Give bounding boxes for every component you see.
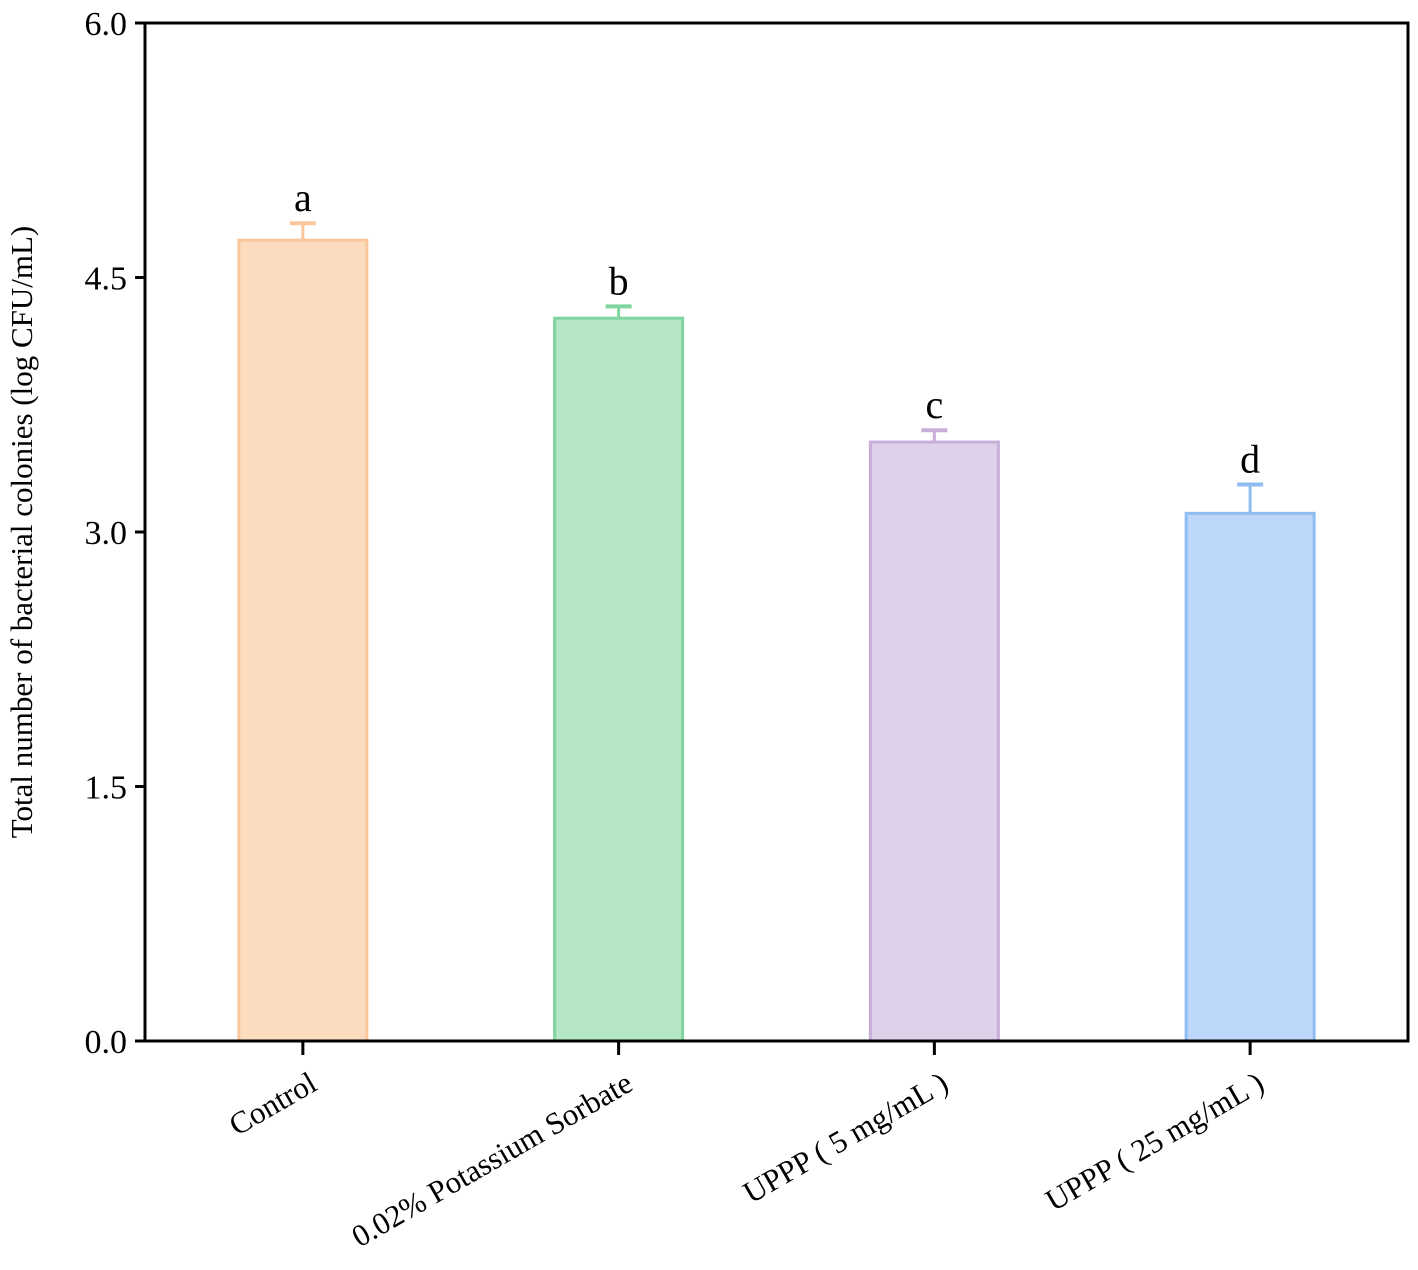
significance-label: a [294, 175, 312, 220]
bar [237, 238, 369, 1043]
x-tick-label: Control [223, 1065, 323, 1143]
y-tick-label: 4.5 [85, 261, 128, 298]
bars-layer [237, 238, 1316, 1043]
bar [1184, 511, 1316, 1043]
x-axis: Control 0.02% Potassium Sorbate UPPP ( 5 m… [223, 1041, 1270, 1254]
y-tick-label: 6.0 [85, 6, 128, 43]
significance-label: c [925, 382, 943, 427]
y-axis-title: Total number of bacterial colonies (log … [4, 226, 39, 839]
bar [868, 440, 1000, 1043]
x-tick-label: UPPP ( 5 mg/mL ) [737, 1065, 954, 1210]
significance-label: b [609, 258, 629, 303]
bar [553, 316, 685, 1043]
significance-labels: a b c d [294, 175, 1260, 481]
x-tick-label: UPPP ( 25 mg/mL ) [1039, 1065, 1269, 1218]
significance-label: d [1240, 436, 1260, 481]
y-tick-label: 0.0 [85, 1024, 128, 1061]
y-tick-label: 1.5 [85, 770, 128, 807]
error-bars-layer [289, 221, 1264, 514]
y-tick-label: 3.0 [85, 515, 128, 552]
x-tick-label: 0.02% Potassium Sorbate [345, 1065, 638, 1254]
y-axis: 0.0 1.5 3.0 4.5 6.0 [85, 6, 145, 1061]
